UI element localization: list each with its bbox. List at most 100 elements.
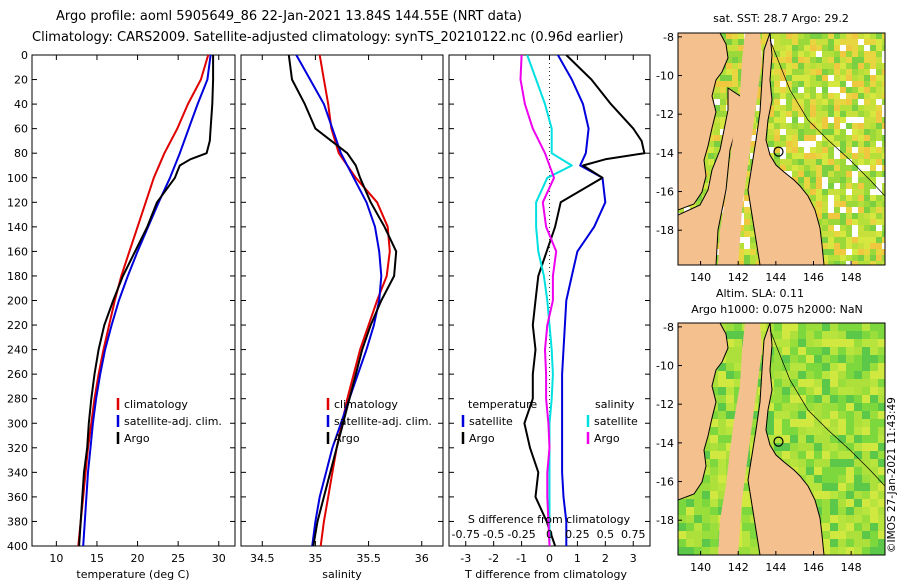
- map-cell: [756, 81, 763, 88]
- map-cell: [834, 87, 841, 94]
- map-cell: [822, 507, 831, 516]
- map-cell: [882, 87, 885, 94]
- map-cell: [814, 379, 823, 388]
- map-cell: [792, 39, 799, 46]
- map-cell: [718, 395, 727, 404]
- map-cell: [838, 427, 847, 436]
- map-cell: [870, 443, 879, 452]
- map-cell: [774, 117, 781, 124]
- map-cell: [882, 105, 885, 112]
- map-cell: [806, 467, 815, 476]
- map-cell: [822, 81, 829, 88]
- map-cell: [694, 547, 703, 555]
- map-cell: [756, 87, 763, 94]
- map-cell: [834, 63, 841, 70]
- map-cell: [838, 363, 847, 372]
- map-cell: [798, 419, 807, 428]
- map-cell: [814, 459, 823, 468]
- map-cell: [854, 443, 863, 452]
- map-cell: [710, 443, 719, 452]
- map-cell: [876, 225, 883, 232]
- map-cell: [726, 81, 733, 88]
- map-x-tick-label: 140: [690, 561, 711, 574]
- map-cell: [834, 225, 841, 232]
- map-cell: [726, 371, 735, 380]
- map-cell: [858, 237, 865, 244]
- depth-tick-label: 360: [7, 491, 28, 504]
- map-cell: [720, 69, 727, 76]
- map-cell: [862, 459, 871, 468]
- map-cell: [782, 355, 791, 364]
- map-cell: [854, 507, 863, 516]
- map-cell: [780, 39, 787, 46]
- map-cell: [834, 51, 841, 58]
- map-cell: [876, 75, 883, 82]
- map-cell: [830, 507, 839, 516]
- map-cell: [828, 177, 835, 184]
- map-cell: [840, 189, 847, 196]
- map-cell: [838, 539, 847, 548]
- map-cell: [846, 339, 855, 348]
- map-cell: [846, 39, 853, 46]
- map-cell: [718, 371, 727, 380]
- map-cell: [804, 183, 811, 190]
- map-cell: [854, 339, 863, 348]
- map-cell: [858, 63, 865, 70]
- map-cell: [862, 339, 871, 348]
- map-cell: [774, 419, 783, 428]
- map-cell: [710, 523, 719, 532]
- map-cell: [780, 99, 787, 106]
- map-cell: [830, 451, 839, 460]
- map-cell: [828, 81, 835, 88]
- map-cell: [804, 99, 811, 106]
- map-cell: [804, 75, 811, 82]
- map-cell: [834, 261, 841, 265]
- map-cell: [878, 323, 885, 332]
- map-cell: [774, 123, 781, 130]
- depth-tick-label: 300: [7, 417, 28, 430]
- map-cell: [804, 93, 811, 100]
- map-cell: [846, 515, 855, 524]
- map-cell: [864, 213, 871, 220]
- map-cell: [870, 51, 877, 58]
- map-cell: [710, 451, 719, 460]
- map-cell: [726, 39, 733, 46]
- map-cell: [790, 427, 799, 436]
- map-cell: [804, 171, 811, 178]
- map-cell: [862, 515, 871, 524]
- map-cell: [804, 165, 811, 172]
- map-cell: [790, 323, 799, 332]
- map-cell: [858, 135, 865, 142]
- map-cell: [790, 435, 799, 444]
- map-cell: [710, 547, 719, 555]
- map-cell: [702, 483, 711, 492]
- map-cell: [876, 249, 883, 256]
- map-cell: [870, 363, 879, 372]
- map-cell: [750, 261, 757, 265]
- map-cell: [774, 51, 781, 58]
- map-cell: [790, 371, 799, 380]
- map-cell: [792, 177, 799, 184]
- map-cell: [878, 371, 885, 380]
- map-cell: [828, 117, 835, 124]
- map-cell: [870, 159, 877, 166]
- map-cell: [708, 135, 715, 142]
- map-cell: [726, 75, 733, 82]
- map-cell: [806, 443, 815, 452]
- map-cell: [792, 129, 799, 136]
- map-cell: [830, 523, 839, 532]
- map-cell: [840, 111, 847, 118]
- x-tick-label: 35: [308, 552, 322, 565]
- map-cell: [708, 159, 715, 166]
- map-cell: [846, 395, 855, 404]
- map-cell: [798, 467, 807, 476]
- map-cell: [828, 165, 835, 172]
- map-cell: [846, 499, 855, 508]
- figure-title-line2: Climatology: CARS2009. Satellite-adjuste…: [32, 30, 624, 45]
- map-cell: [822, 331, 831, 340]
- map-cell: [816, 63, 823, 70]
- map-cell: [870, 427, 879, 436]
- map-cell: [768, 75, 775, 82]
- map-cell: [828, 183, 835, 190]
- x-tick-label: 2: [602, 552, 609, 565]
